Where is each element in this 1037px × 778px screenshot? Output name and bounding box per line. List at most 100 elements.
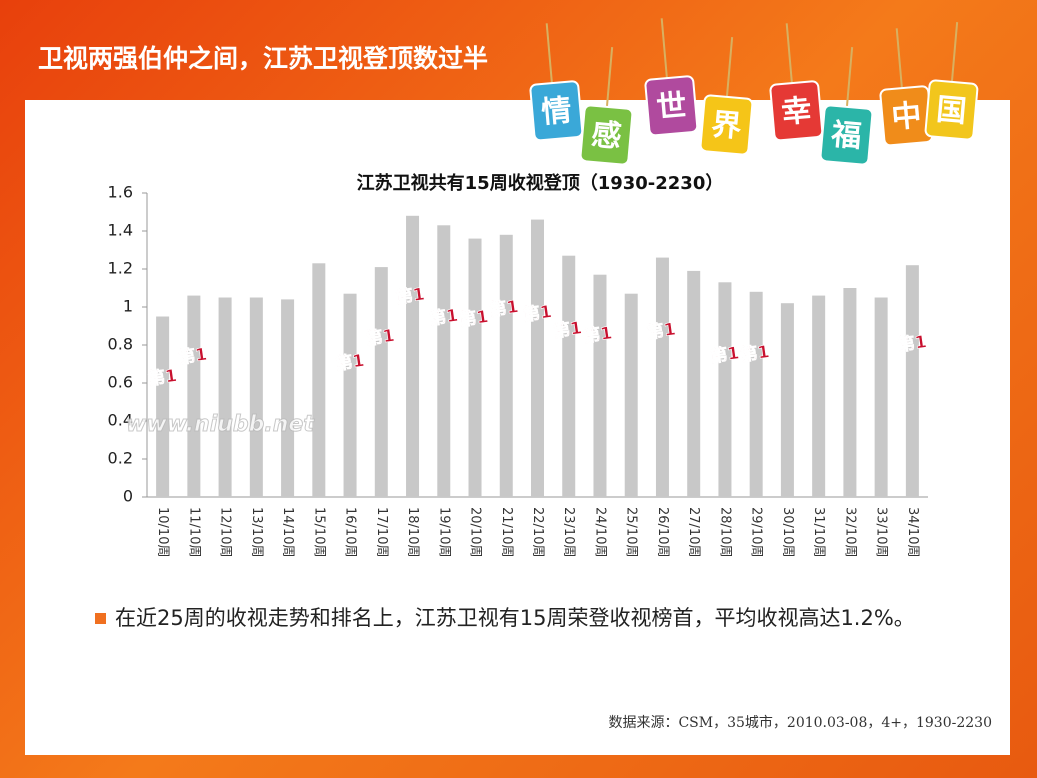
x-tick-label: 18/10周 bbox=[405, 507, 420, 557]
tag-string bbox=[660, 18, 668, 79]
tag-string bbox=[845, 47, 854, 108]
source-note: 数据来源：CSM，35城市，2010.03-08，4+，1930-2230 bbox=[608, 715, 992, 731]
x-tick-label: 15/10周 bbox=[311, 507, 326, 557]
y-tick-label: 1.6 bbox=[108, 183, 133, 202]
bar bbox=[749, 291, 763, 497]
rank-label: 第1 bbox=[364, 325, 395, 350]
x-tick-label: 20/10周 bbox=[468, 507, 483, 557]
x-tick-label: 14/10周 bbox=[280, 507, 295, 557]
x-tick-label: 26/10周 bbox=[655, 507, 670, 557]
rank-label: 第1 bbox=[458, 306, 489, 331]
x-tick-label: 22/10周 bbox=[530, 507, 545, 557]
tag-text: 国 bbox=[935, 92, 968, 129]
bar bbox=[281, 299, 295, 497]
tag bbox=[699, 94, 754, 156]
watermark: www.niubb.net bbox=[126, 412, 315, 437]
bar bbox=[562, 255, 576, 497]
x-tick-label: 34/10周 bbox=[905, 507, 920, 557]
x-tick-label: 13/10周 bbox=[249, 507, 264, 557]
x-tick-label: 12/10周 bbox=[218, 507, 233, 557]
banner-tag: 幸 bbox=[769, 23, 824, 142]
rank-label: 第1 bbox=[739, 341, 770, 366]
slide-title: 卫视两强伯仲之间，江苏卫视登顶数过半 bbox=[38, 44, 488, 73]
bar bbox=[593, 274, 607, 497]
bar bbox=[156, 316, 170, 497]
y-tick-label: 1 bbox=[123, 297, 133, 316]
bar bbox=[499, 234, 513, 498]
banner-tag: 世 bbox=[644, 18, 699, 137]
banner-tag: 福 bbox=[819, 47, 874, 166]
bullet-text: 在近25周的收视走势和排名上，江苏卫视有15周荣登收视榜首，平均收视高达1.2%… bbox=[95, 600, 945, 636]
y-tick-label: 0.6 bbox=[108, 373, 133, 392]
x-tick-label: 28/10周 bbox=[717, 507, 732, 557]
rank-label: 第1 bbox=[334, 350, 365, 375]
bar bbox=[187, 295, 201, 497]
rank-label: 第1 bbox=[897, 331, 928, 356]
x-tick-label: 16/10周 bbox=[343, 507, 358, 557]
bar bbox=[249, 297, 263, 497]
tag-text: 中 bbox=[890, 98, 923, 135]
bar bbox=[718, 282, 732, 497]
rank-label: 第1 bbox=[552, 317, 583, 342]
tag-string bbox=[605, 47, 614, 108]
y-tick-label: 0 bbox=[123, 487, 133, 506]
rank-label: 第1 bbox=[488, 296, 519, 321]
rank-label: 第1 bbox=[522, 301, 553, 326]
bar bbox=[843, 288, 857, 497]
chart-title: 江苏卫视共有15周收视登顶（1930-2230） bbox=[357, 172, 724, 194]
bar bbox=[343, 293, 357, 497]
x-tick-label: 31/10周 bbox=[811, 507, 826, 557]
x-tick-label: 19/10周 bbox=[436, 507, 451, 557]
tag-string bbox=[725, 37, 734, 98]
bar bbox=[624, 293, 638, 497]
x-tick-label: 30/10周 bbox=[780, 507, 795, 557]
banner-tag: 感 bbox=[579, 47, 634, 166]
tag bbox=[819, 104, 874, 166]
y-tick-label: 1.4 bbox=[108, 221, 133, 240]
x-tick-label: 23/10周 bbox=[561, 507, 576, 557]
bar bbox=[780, 303, 794, 497]
tag bbox=[769, 80, 824, 142]
rank-label: 第1 bbox=[395, 283, 426, 308]
bar bbox=[905, 265, 919, 497]
x-tick-label: 17/10周 bbox=[374, 507, 389, 557]
bar bbox=[687, 270, 701, 497]
bar bbox=[406, 215, 420, 498]
rank-label: 第1 bbox=[709, 342, 740, 367]
y-tick-label: 0.8 bbox=[108, 335, 133, 354]
bar bbox=[812, 295, 826, 497]
tag-text: 福 bbox=[829, 117, 863, 155]
banner-tag: 国 bbox=[924, 22, 979, 141]
x-tick-label: 21/10周 bbox=[499, 507, 514, 557]
tag-text: 界 bbox=[710, 107, 743, 144]
x-tick-label: 27/10周 bbox=[686, 507, 701, 557]
tag-text: 情 bbox=[540, 93, 573, 130]
x-tick-label: 29/10周 bbox=[749, 507, 764, 557]
rank-label: 第1 bbox=[646, 319, 677, 344]
bar bbox=[874, 297, 888, 497]
rank-label: 第1 bbox=[177, 344, 208, 369]
bar bbox=[218, 297, 232, 497]
bar bbox=[374, 267, 388, 497]
rank-label: 第1 bbox=[428, 305, 459, 330]
tag bbox=[579, 104, 634, 166]
x-tick-label: 32/10周 bbox=[842, 507, 857, 557]
bar bbox=[655, 257, 669, 497]
bar bbox=[531, 219, 544, 497]
x-tick-label: 11/10周 bbox=[186, 507, 201, 557]
x-tick-label: 10/10周 bbox=[155, 507, 170, 557]
y-tick-label: 0.2 bbox=[108, 449, 133, 468]
tag-text: 幸 bbox=[780, 93, 813, 130]
y-tick-label: 1.2 bbox=[108, 259, 133, 278]
tag bbox=[644, 75, 699, 137]
banner-tag: 情 bbox=[529, 23, 584, 142]
bar bbox=[468, 238, 482, 497]
tag-text: 感 bbox=[590, 117, 623, 154]
bar bbox=[437, 225, 451, 498]
y-tick-label: 0.4 bbox=[108, 411, 133, 430]
bar bbox=[312, 263, 326, 497]
tag bbox=[924, 79, 979, 141]
x-tick-label: 33/10周 bbox=[874, 507, 889, 557]
tag-string bbox=[545, 23, 553, 84]
